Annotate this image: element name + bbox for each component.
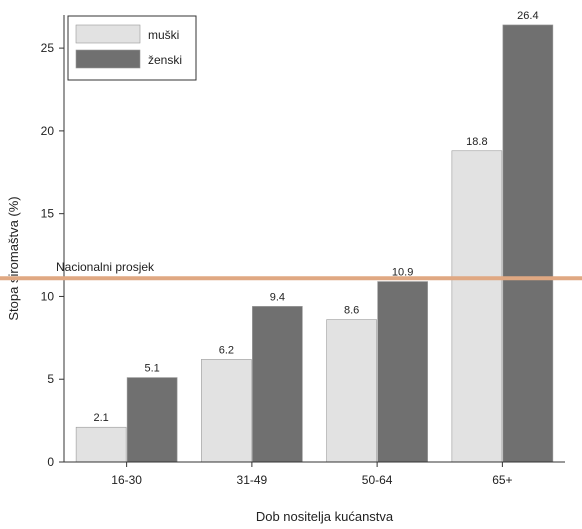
bar-muski-31-49: [201, 359, 252, 463]
legend: muški ženski: [67, 15, 197, 81]
bar-value-label: 2.1: [93, 412, 108, 424]
bar-zenski-31-49: [252, 306, 303, 463]
bar-muski-16-30: [75, 426, 127, 463]
y-tick-label: 10: [41, 289, 55, 303]
bar-value-label: 6.2: [219, 344, 234, 356]
y-axis-title: Stopa siromaštva (%): [6, 196, 21, 320]
bars: [75, 24, 554, 463]
legend-label-zenski: ženski: [148, 53, 182, 67]
legend-swatch-zenski: [75, 49, 141, 69]
bar-muski-50-64: [326, 319, 377, 463]
bar-value-label: 26.4: [517, 10, 538, 22]
axes: 0 5 10 15 20 25 16-30 31-49 50-64 65+ Stopa siro…: [6, 15, 565, 524]
y-tick-label: 25: [41, 41, 55, 55]
reference-line-group: Nacionalni prosjek: [0, 260, 582, 281]
bar-value-label: 9.4: [270, 291, 285, 303]
x-tick-label: 31-49: [237, 473, 268, 487]
x-axis-title: Dob nositelja kućanstva: [256, 509, 394, 524]
national-average-label: Nacionalni prosjek: [56, 260, 155, 274]
bar-zenski-65+: [502, 24, 554, 463]
y-tick-label: 20: [41, 124, 55, 138]
bar-value-label: 8.6: [344, 305, 359, 317]
x-tick-label: 16-30: [111, 473, 142, 487]
y-ticks: 0 5 10 15 20 25: [41, 41, 64, 469]
y-tick-label: 15: [41, 207, 55, 221]
data-labels: 2.1 5.1 6.2 9.4 8.6 10.9 18.8 26.4: [93, 10, 538, 424]
bar-value-label: 18.8: [466, 136, 487, 148]
legend-swatch-muski: [75, 24, 141, 44]
bar-zenski-16-30: [126, 377, 178, 463]
bar-zenski-50-64: [377, 281, 428, 463]
y-tick-label: 5: [47, 372, 54, 386]
bar-value-label: 10.9: [392, 267, 413, 279]
legend-label-muski: muški: [148, 28, 179, 42]
x-tick-label: 65+: [492, 473, 512, 487]
bar-value-label: 5.1: [144, 363, 159, 375]
y-tick-label: 0: [47, 455, 54, 469]
x-tick-label: 50-64: [362, 473, 393, 487]
x-ticks: 16-30 31-49 50-64 65+: [111, 462, 513, 487]
bar-muski-65+: [451, 150, 503, 463]
